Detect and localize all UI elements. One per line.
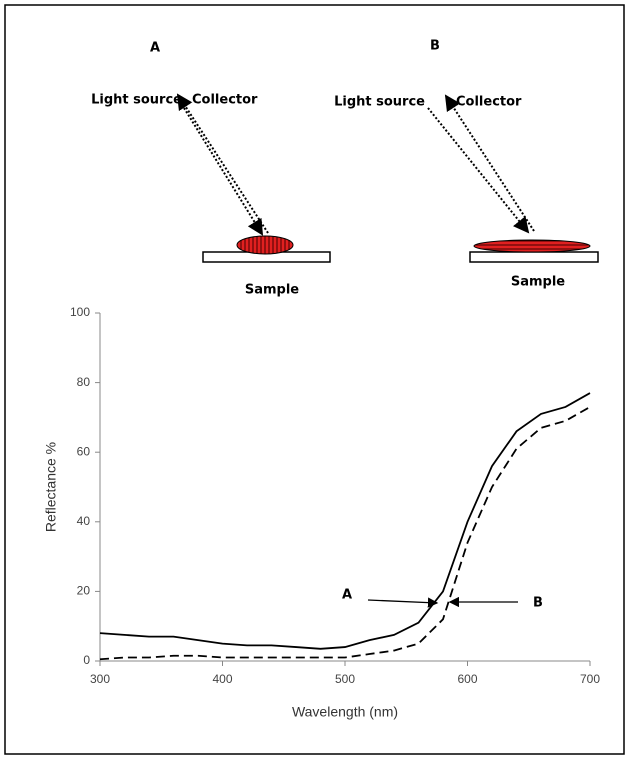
sample-label: Sample: [245, 283, 299, 298]
annotation-arrow: [367, 597, 439, 608]
sample-drop: [236, 235, 294, 255]
sample-label: Sample: [511, 275, 565, 290]
incident-ray: [427, 107, 530, 234]
frame: [4, 4, 625, 755]
y-tick-label: 60: [77, 444, 91, 458]
y-axis-title: Reflectance %: [43, 442, 59, 532]
data-line: [99, 406, 591, 661]
y-tick-label: 0: [83, 653, 90, 667]
x-axis-title: Wavelength (nm): [292, 704, 398, 720]
y-tick-label: 100: [70, 305, 90, 319]
x-tick-label: 600: [457, 672, 477, 686]
annotation-label: B: [533, 596, 543, 611]
incident-ray: [183, 107, 264, 236]
sample-holder: [469, 251, 599, 263]
panel-label: A: [150, 41, 160, 56]
y-tick-label: 20: [77, 584, 91, 598]
y-tick-label: 40: [77, 514, 91, 528]
x-tick-label: 500: [335, 672, 355, 686]
light-source-label: Light source: [91, 93, 182, 108]
annotation-label: A: [342, 588, 352, 603]
data-line: [99, 392, 591, 650]
y-tick-label: 80: [77, 375, 91, 389]
collector-label: Collector: [192, 93, 258, 108]
x-tick-label: 400: [212, 672, 232, 686]
collector-label: Collector: [456, 95, 522, 110]
x-tick-label: 300: [90, 672, 110, 686]
light-source-label: Light source: [334, 95, 425, 110]
panel-label: B: [430, 39, 440, 54]
reflected-ray: [444, 94, 535, 232]
sample-film: [473, 239, 591, 253]
reflected-ray: [176, 93, 269, 234]
x-tick-label: 700: [580, 672, 600, 686]
